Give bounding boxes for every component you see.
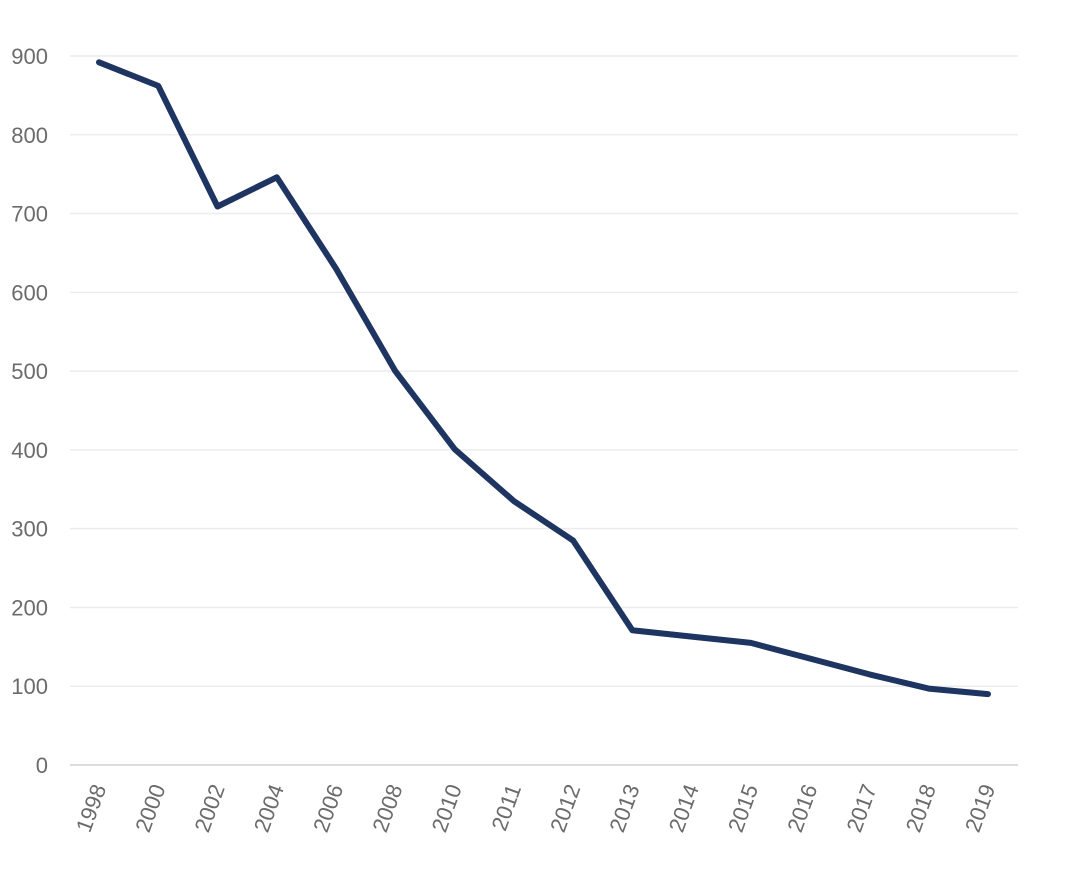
x-tick-label: 2016 bbox=[782, 781, 822, 836]
y-tick-label: 700 bbox=[11, 202, 48, 227]
x-tick-label: 2019 bbox=[960, 781, 1000, 836]
x-tick-label: 2011 bbox=[486, 781, 526, 834]
x-tick-label: 2002 bbox=[190, 781, 230, 836]
x-axis-ticks: 1998 2000 2002 2004 2006 2008 2010 2011 2012 2013… bbox=[71, 781, 1000, 836]
y-tick-label: 600 bbox=[11, 280, 48, 305]
x-tick-label: 2000 bbox=[130, 781, 170, 836]
x-tick-label: 2015 bbox=[723, 781, 763, 836]
series-line bbox=[96, 59, 991, 698]
x-tick-label: 2006 bbox=[308, 781, 348, 836]
y-tick-label: 900 bbox=[11, 44, 48, 69]
x-tick-label: 2004 bbox=[249, 781, 289, 836]
y-tick-label: 300 bbox=[11, 517, 48, 542]
y-tick-label: 400 bbox=[11, 438, 48, 463]
y-tick-label: 0 bbox=[36, 753, 48, 778]
x-tick-label: 2014 bbox=[664, 781, 704, 836]
x-tick-label: 2017 bbox=[841, 781, 881, 836]
x-tick-label: 1998 bbox=[71, 781, 111, 836]
gridlines bbox=[70, 55, 1018, 766]
x-tick-label: 2012 bbox=[545, 781, 585, 836]
x-tick-label: 2013 bbox=[604, 781, 644, 836]
y-tick-label: 800 bbox=[11, 123, 48, 148]
y-tick-label: 100 bbox=[11, 674, 48, 699]
x-tick-label: 2018 bbox=[901, 781, 941, 836]
y-tick-label: 200 bbox=[11, 595, 48, 620]
series-layer bbox=[96, 59, 991, 698]
x-tick-label: 2010 bbox=[427, 781, 467, 836]
x-tick-label: 2008 bbox=[367, 781, 407, 836]
y-axis-ticks: 0 100 200 300 400 500 600 700 800 900 bbox=[11, 44, 48, 778]
y-tick-label: 500 bbox=[11, 359, 48, 384]
